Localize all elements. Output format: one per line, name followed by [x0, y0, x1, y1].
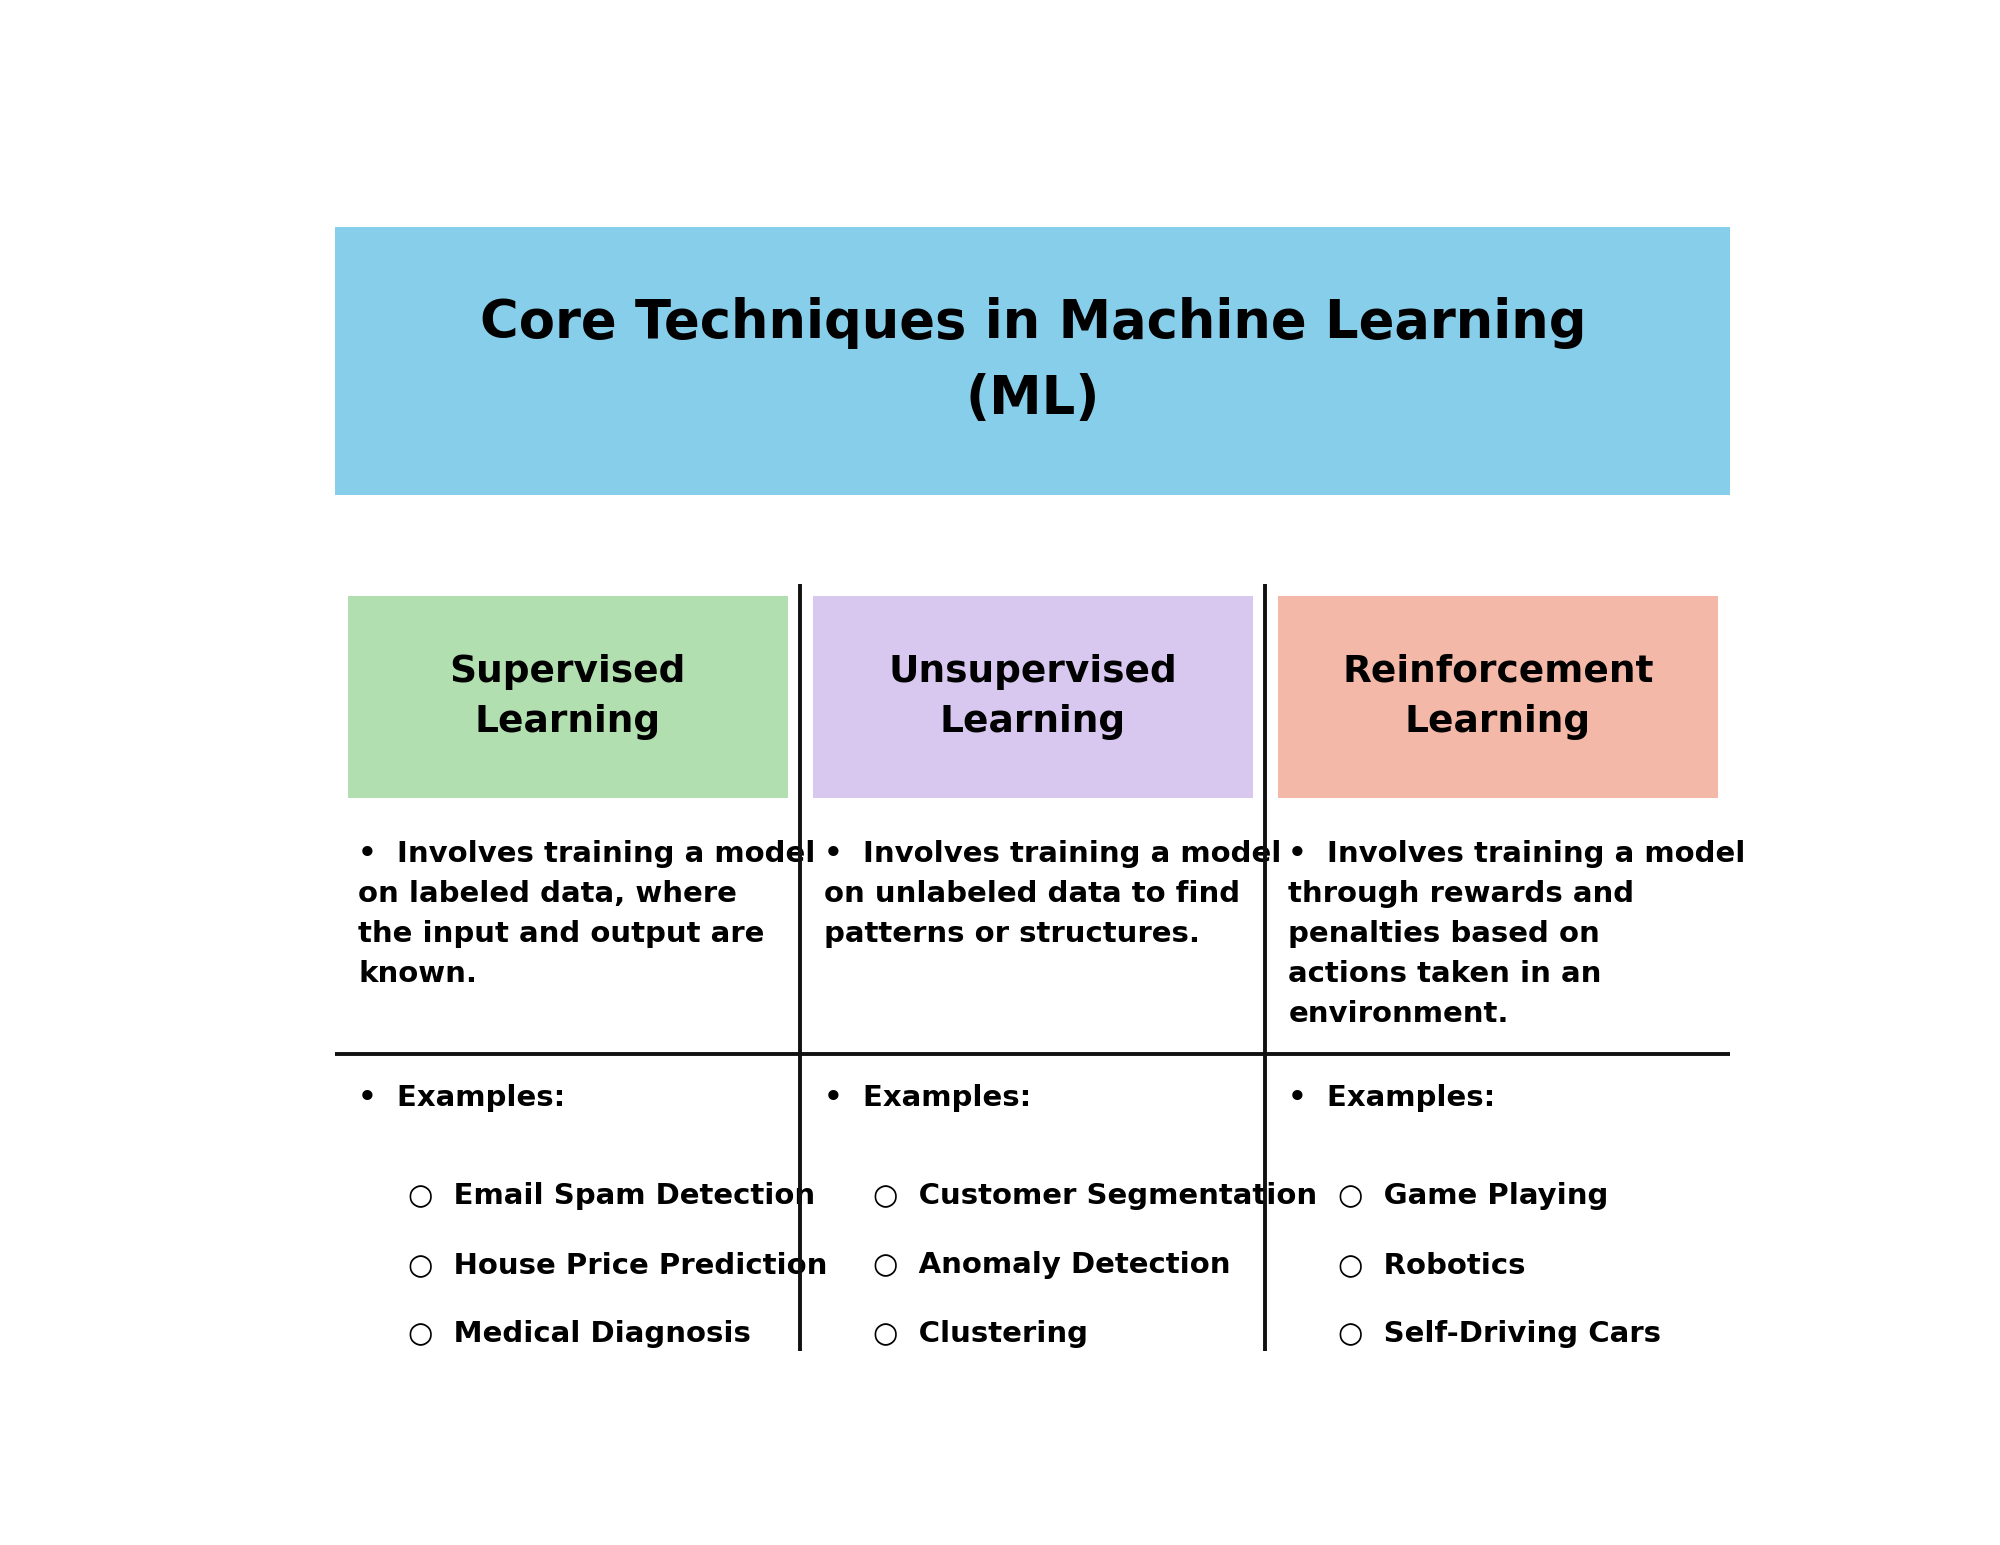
- Text: ○  Email Spam Detection: ○ Email Spam Detection: [408, 1182, 816, 1210]
- Text: Reinforcement
Learning: Reinforcement Learning: [1342, 654, 1654, 740]
- Text: ○  House Price Prediction: ○ House Price Prediction: [408, 1251, 828, 1279]
- Text: ○  Anomaly Detection: ○ Anomaly Detection: [874, 1251, 1230, 1279]
- Text: •  Involves training a model
on unlabeled data to find
patterns or structures.: • Involves training a model on unlabeled…: [824, 840, 1280, 949]
- Text: •  Examples:: • Examples:: [1288, 1083, 1496, 1111]
- Text: ○  Self-Driving Cars: ○ Self-Driving Cars: [1338, 1321, 1662, 1349]
- Text: •  Involves training a model
on labeled data, where
the input and output are
kno: • Involves training a model on labeled d…: [358, 840, 816, 987]
- FancyBboxPatch shape: [1278, 596, 1718, 799]
- Text: ○  Game Playing: ○ Game Playing: [1338, 1182, 1608, 1210]
- Text: •  Involves training a model
through rewards and
penalties based on
actions take: • Involves training a model through rewa…: [1288, 840, 1746, 1027]
- Text: ○  Clustering: ○ Clustering: [874, 1321, 1088, 1349]
- Text: Supervised
Learning: Supervised Learning: [450, 654, 686, 740]
- FancyBboxPatch shape: [336, 227, 1730, 494]
- Text: Unsupervised
Learning: Unsupervised Learning: [888, 654, 1178, 740]
- Text: ○  Medical Diagnosis: ○ Medical Diagnosis: [408, 1321, 750, 1349]
- Text: ○  Robotics: ○ Robotics: [1338, 1251, 1526, 1279]
- FancyBboxPatch shape: [812, 596, 1252, 799]
- FancyBboxPatch shape: [348, 596, 788, 799]
- Text: •  Examples:: • Examples:: [824, 1083, 1030, 1111]
- Text: ○  Customer Segmentation: ○ Customer Segmentation: [874, 1182, 1318, 1210]
- Text: •  Examples:: • Examples:: [358, 1083, 566, 1111]
- Text: Core Techniques in Machine Learning
(ML): Core Techniques in Machine Learning (ML): [480, 297, 1586, 425]
